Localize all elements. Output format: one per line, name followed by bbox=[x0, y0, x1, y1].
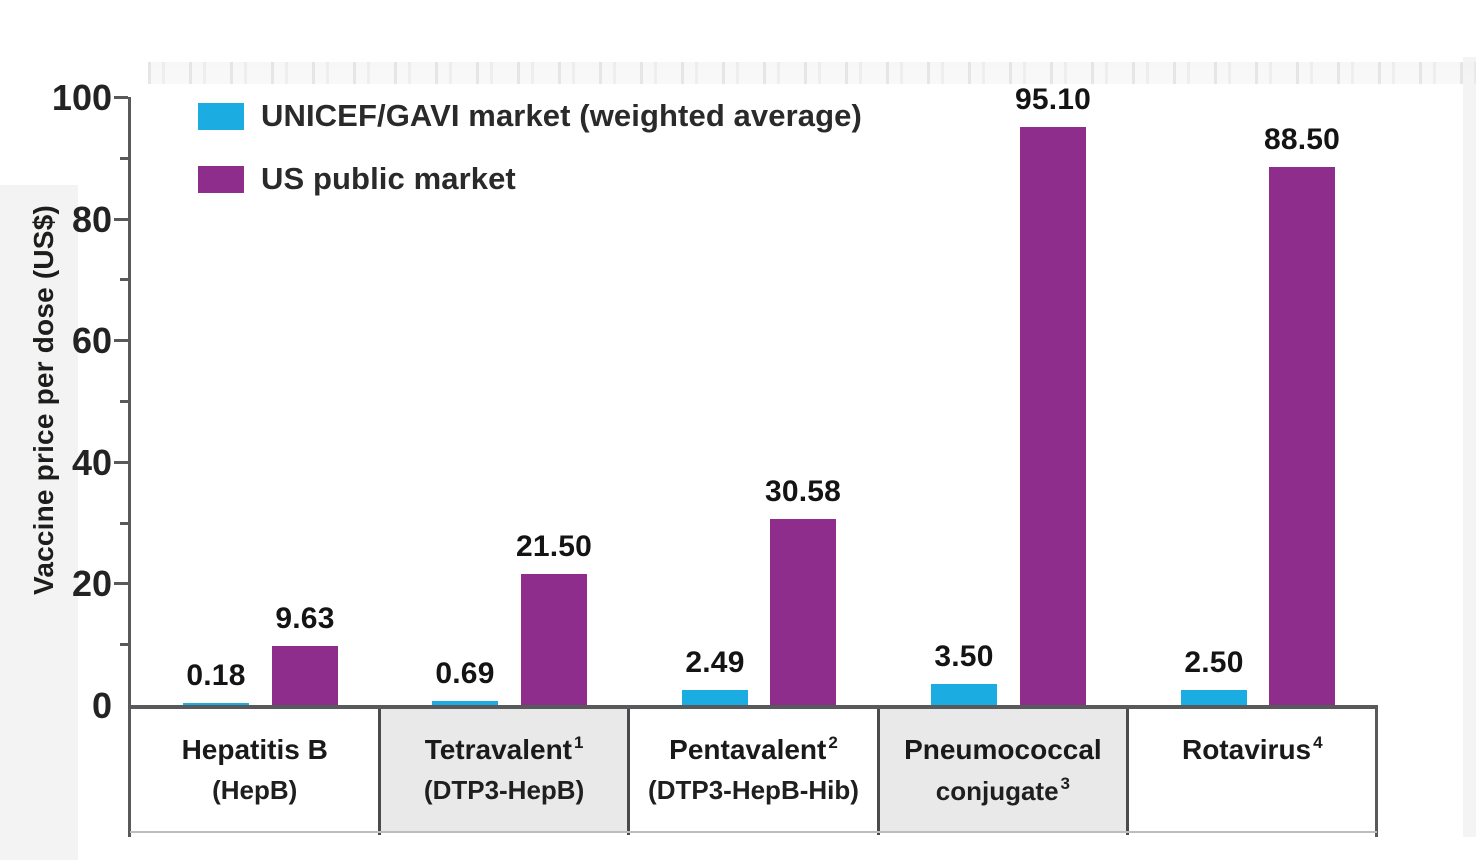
y-tick-label: 0 bbox=[91, 685, 112, 726]
y-tick bbox=[114, 217, 128, 221]
y-tick-label: 100 bbox=[51, 77, 112, 118]
bar-unicef-1 bbox=[432, 701, 498, 705]
y-tick-label: 20 bbox=[71, 563, 112, 605]
y-tick-label: 60 bbox=[71, 320, 112, 362]
bar-us-3 bbox=[1020, 127, 1086, 705]
y-tick bbox=[114, 96, 128, 99]
category-separator bbox=[377, 709, 381, 835]
category-label: Pentavalent 2 bbox=[669, 733, 838, 765]
bar-value-label: 9.63 bbox=[275, 602, 335, 635]
category-superscript: 3 bbox=[1060, 774, 1071, 793]
y-tick bbox=[114, 339, 128, 343]
category-separator bbox=[876, 709, 880, 835]
bar-value-label: 30.58 bbox=[764, 475, 842, 508]
y-tick bbox=[120, 156, 128, 160]
legend-swatch-us-public bbox=[198, 165, 244, 193]
x-axis-baseline bbox=[128, 705, 1378, 709]
bar-value-label: 3.50 bbox=[934, 640, 994, 673]
legend-swatch-unicef-gavi bbox=[198, 102, 244, 130]
bar-unicef-4 bbox=[1181, 690, 1247, 705]
legend-label-unicef-gavi: UNICEF/GAVI market (weighted average) bbox=[261, 98, 862, 133]
y-tick bbox=[120, 643, 128, 647]
category-row-right-border bbox=[1375, 709, 1378, 837]
category-superscript: 1 bbox=[574, 733, 584, 752]
scan-artifact-band bbox=[148, 62, 1476, 84]
y-tick bbox=[114, 460, 128, 464]
category-superscript: 4 bbox=[1313, 733, 1323, 752]
bar-value-label: 2.50 bbox=[1184, 646, 1244, 679]
category-sublabel: (HepB) bbox=[212, 775, 298, 805]
legend-item-unicef-gavi: UNICEF/GAVI market (weighted average) bbox=[198, 98, 862, 134]
y-tick bbox=[120, 521, 128, 525]
legend: UNICEF/GAVI market (weighted average) US… bbox=[198, 98, 862, 197]
bar-value-label: 2.49 bbox=[685, 646, 745, 679]
bar-value-label: 0.69 bbox=[435, 657, 495, 690]
y-tick bbox=[114, 582, 128, 586]
category-cell: Pentavalent 2 (DTP3-HepB-Hib) bbox=[629, 709, 878, 831]
y-tick-label: 40 bbox=[71, 441, 112, 483]
category-row-bottom-border bbox=[130, 831, 1377, 833]
category-sublabel: conjugate 3 bbox=[935, 774, 1071, 806]
y-tick-label: 80 bbox=[71, 198, 112, 240]
bar-unicef-2 bbox=[682, 690, 748, 705]
bar-us-0 bbox=[272, 646, 338, 705]
category-cell: Pneumococcal conjugate 3 bbox=[878, 709, 1128, 831]
page-margin-left bbox=[0, 185, 78, 860]
category-separator bbox=[627, 709, 631, 835]
category-cell: Rotavirus 4 bbox=[1128, 709, 1377, 831]
y-axis-line bbox=[128, 97, 131, 837]
bar-us-1 bbox=[521, 574, 587, 705]
bar-value-label: 95.10 bbox=[1014, 83, 1092, 116]
category-cell: Hepatitis B (HepB) bbox=[130, 709, 379, 831]
category-sublabel: (DTP3-HepB) bbox=[423, 775, 585, 805]
bar-value-label: 21.50 bbox=[515, 530, 593, 563]
legend-item-us-public: US public market bbox=[198, 161, 862, 197]
page-margin-right bbox=[1463, 57, 1476, 837]
bar-us-2 bbox=[770, 519, 836, 705]
bar-unicef-0 bbox=[183, 703, 249, 705]
category-label: Hepatitis B bbox=[181, 734, 328, 765]
y-tick bbox=[120, 278, 128, 282]
legend-label-us-public: US public market bbox=[261, 161, 516, 196]
bar-us-4 bbox=[1269, 167, 1335, 705]
category-cell: Tetravalent 1 (DTP3-HepB) bbox=[379, 709, 629, 831]
bar-value-label: 0.18 bbox=[186, 659, 246, 692]
bar-value-label: 88.50 bbox=[1263, 123, 1341, 156]
category-label: Tetravalent 1 bbox=[424, 733, 584, 765]
category-label: Pneumococcal bbox=[904, 734, 1102, 765]
category-separator bbox=[1126, 709, 1130, 835]
bar-unicef-3 bbox=[931, 684, 997, 705]
category-superscript: 2 bbox=[828, 733, 838, 752]
category-sublabel: (DTP3-HepB-Hib) bbox=[648, 775, 859, 805]
category-label: Rotavirus 4 bbox=[1181, 733, 1323, 765]
y-tick bbox=[120, 400, 128, 403]
